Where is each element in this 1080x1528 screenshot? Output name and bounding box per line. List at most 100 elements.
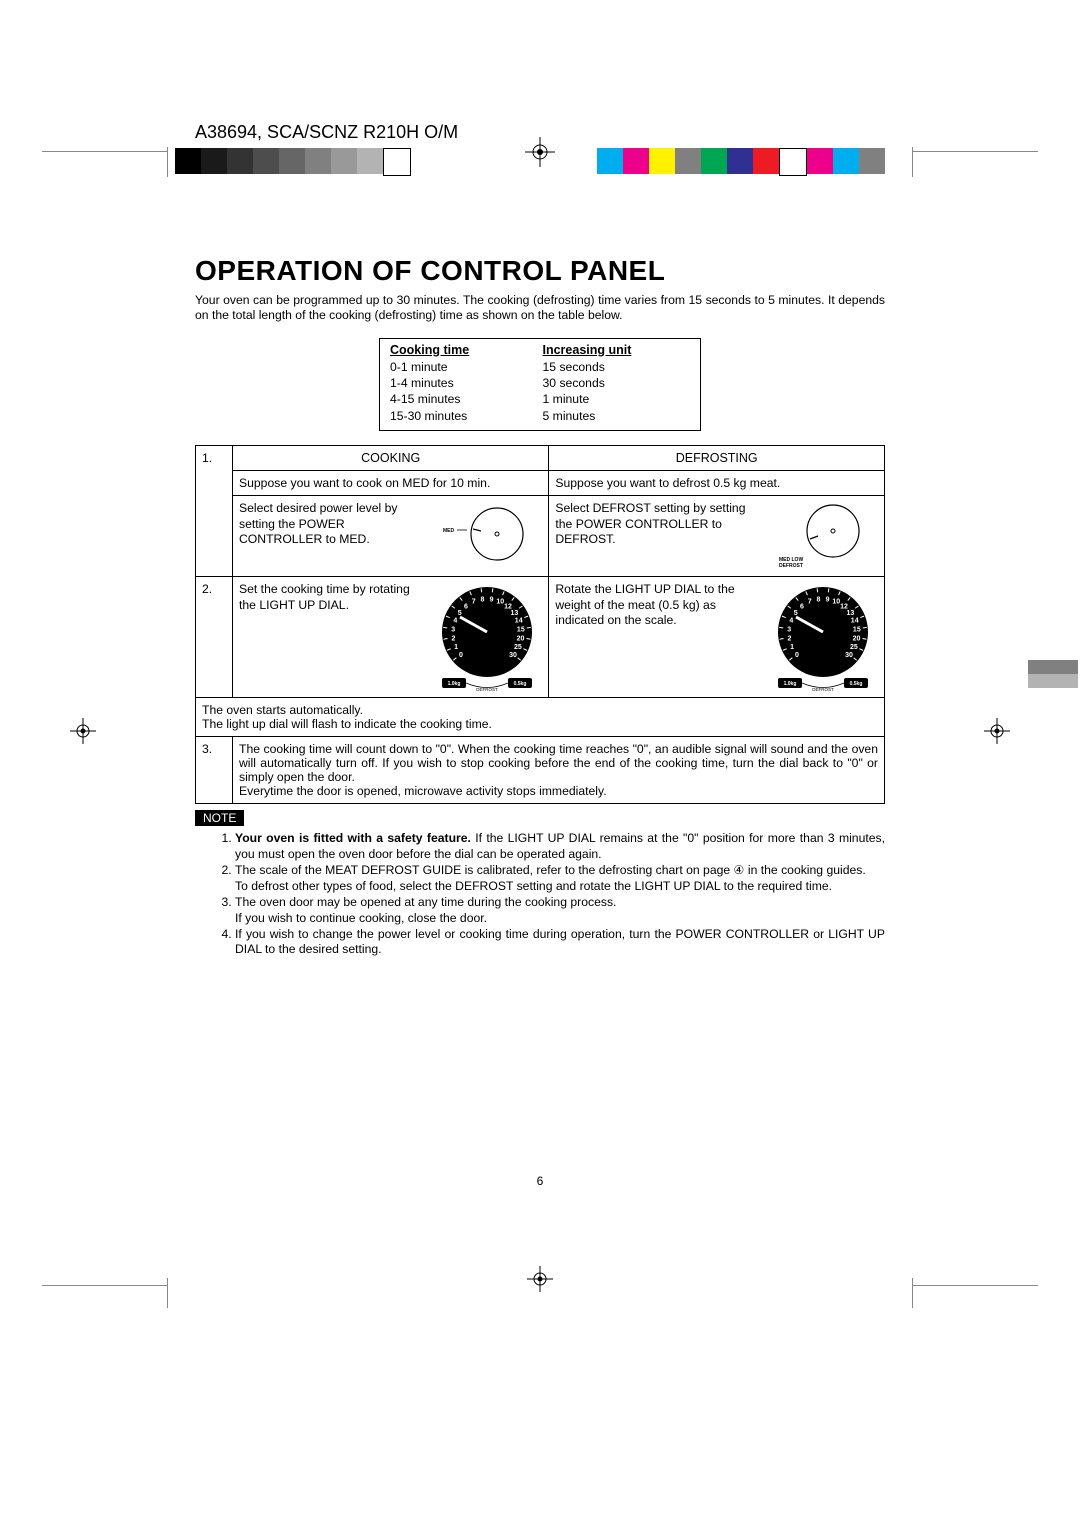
svg-text:10: 10 xyxy=(497,599,505,606)
svg-text:13: 13 xyxy=(846,610,854,617)
registration-mark-icon xyxy=(984,718,1010,744)
svg-text:0.5kg: 0.5kg xyxy=(850,681,863,687)
table-cell: 1-4 minutes xyxy=(380,375,533,391)
swatch xyxy=(807,148,833,174)
example-text: Suppose you want to cook on MED for 10 m… xyxy=(233,471,549,496)
svg-text:7: 7 xyxy=(808,599,812,606)
svg-text:3: 3 xyxy=(452,627,456,634)
step-text: The cooking time will count down to "0".… xyxy=(233,737,885,804)
side-gray-swatches xyxy=(1028,660,1078,688)
swatch xyxy=(727,148,753,174)
svg-text:14: 14 xyxy=(851,618,859,625)
svg-text:15: 15 xyxy=(517,627,525,634)
svg-text:9: 9 xyxy=(490,597,494,604)
column-header: DEFROSTING xyxy=(549,446,885,471)
svg-text:2: 2 xyxy=(452,636,456,643)
svg-text:20: 20 xyxy=(517,636,525,643)
swatch xyxy=(1028,660,1078,674)
crop-mark xyxy=(912,1278,913,1308)
page-title: OPERATION OF CONTROL PANEL xyxy=(195,255,885,287)
svg-text:8: 8 xyxy=(817,597,821,604)
table-cell: 15 seconds xyxy=(533,359,701,375)
rule-line xyxy=(42,151,167,152)
crop-mark xyxy=(912,147,913,177)
auto-start-note: The oven starts automatically. The light… xyxy=(196,698,885,737)
note-item: The scale of the MEAT DEFROST GUIDE is c… xyxy=(235,863,885,895)
swatch xyxy=(357,148,383,174)
svg-text:6: 6 xyxy=(800,604,804,611)
content-area: OPERATION OF CONTROL PANEL Your oven can… xyxy=(195,255,885,958)
swatch xyxy=(305,148,331,174)
timer-dial-illustration: 012345678910121314152025301.0kg0.5kgDEFR… xyxy=(432,582,542,692)
svg-text:25: 25 xyxy=(514,645,522,652)
svg-text:25: 25 xyxy=(850,645,858,652)
svg-text:7: 7 xyxy=(472,599,476,606)
swatch xyxy=(383,148,411,176)
notes-list: Your oven is fitted with a safety featur… xyxy=(195,831,885,958)
svg-text:20: 20 xyxy=(853,636,861,643)
column-header: COOKING xyxy=(233,446,549,471)
step-text: Select DEFROST setting by setting the PO… xyxy=(555,501,762,571)
svg-text:4: 4 xyxy=(454,618,458,625)
table-cell: 5 minutes xyxy=(533,408,701,430)
step-number: 2. xyxy=(196,577,233,698)
table-header: Increasing unit xyxy=(533,339,701,359)
dial-label: MED xyxy=(443,528,455,534)
svg-text:14: 14 xyxy=(515,618,523,625)
swatch xyxy=(331,148,357,174)
page-number: 6 xyxy=(537,1174,544,1188)
grayscale-swatch-bar xyxy=(175,148,411,176)
svg-text:8: 8 xyxy=(481,597,485,604)
step-cell: Rotate the LIGHT UP DIAL to the weight o… xyxy=(549,577,885,698)
svg-text:30: 30 xyxy=(510,652,518,659)
page: A38694, SCA/SCNZ R210H O/M OPERATION OF … xyxy=(0,0,1080,1528)
svg-text:5: 5 xyxy=(458,610,462,617)
svg-text:3: 3 xyxy=(787,627,791,634)
swatch xyxy=(649,148,675,174)
table-cell: 1 minute xyxy=(533,391,701,407)
svg-text:DEFROST: DEFROST xyxy=(812,687,834,692)
svg-text:0.5kg: 0.5kg xyxy=(514,681,527,687)
power-dial-illustration: MED xyxy=(432,501,542,571)
step-text: Rotate the LIGHT UP DIAL to the weight o… xyxy=(555,582,762,692)
example-text: Suppose you want to defrost 0.5 kg meat. xyxy=(549,471,885,496)
step-cell: Select desired power level by setting th… xyxy=(233,496,549,577)
table-cell: 15-30 minutes xyxy=(380,408,533,430)
svg-text:1.0kg: 1.0kg xyxy=(784,681,797,687)
table-cell: 30 seconds xyxy=(533,375,701,391)
registration-mark-icon xyxy=(525,137,555,167)
svg-text:2: 2 xyxy=(788,636,792,643)
step-cell: Set the cooking time by rotating the LIG… xyxy=(233,577,549,698)
rule-line xyxy=(42,1285,167,1286)
note-item: The oven door may be opened at any time … xyxy=(235,895,885,927)
svg-text:0: 0 xyxy=(795,652,799,659)
svg-text:30: 30 xyxy=(845,652,853,659)
rule-line xyxy=(913,151,1038,152)
registration-mark-icon xyxy=(527,1266,553,1292)
swatch xyxy=(701,148,727,174)
note-item: Your oven is fitted with a safety featur… xyxy=(235,831,885,863)
swatch xyxy=(279,148,305,174)
svg-text:9: 9 xyxy=(826,597,830,604)
step-number: 1. xyxy=(196,446,233,577)
power-dial-illustration: MED LOW DEFROST xyxy=(768,501,878,571)
note-badge: NOTE xyxy=(195,810,244,826)
step-text: Select desired power level by setting th… xyxy=(239,501,426,571)
dial-label: DEFROST xyxy=(779,563,803,569)
swatch xyxy=(833,148,859,174)
swatch xyxy=(227,148,253,174)
note-item: If you wish to change the power level or… xyxy=(235,927,885,959)
svg-text:13: 13 xyxy=(511,610,519,617)
svg-text:0: 0 xyxy=(459,652,463,659)
table-cell: 4-15 minutes xyxy=(380,391,533,407)
svg-text:4: 4 xyxy=(789,618,793,625)
svg-text:5: 5 xyxy=(794,610,798,617)
timer-dial-illustration: 012345678910121314152025301.0kg0.5kgDEFR… xyxy=(768,582,878,692)
swatch xyxy=(597,148,623,174)
swatch xyxy=(175,148,201,174)
swatch xyxy=(253,148,279,174)
swatch xyxy=(201,148,227,174)
swatch xyxy=(623,148,649,174)
registration-mark-icon xyxy=(70,718,96,744)
swatch xyxy=(779,148,807,176)
